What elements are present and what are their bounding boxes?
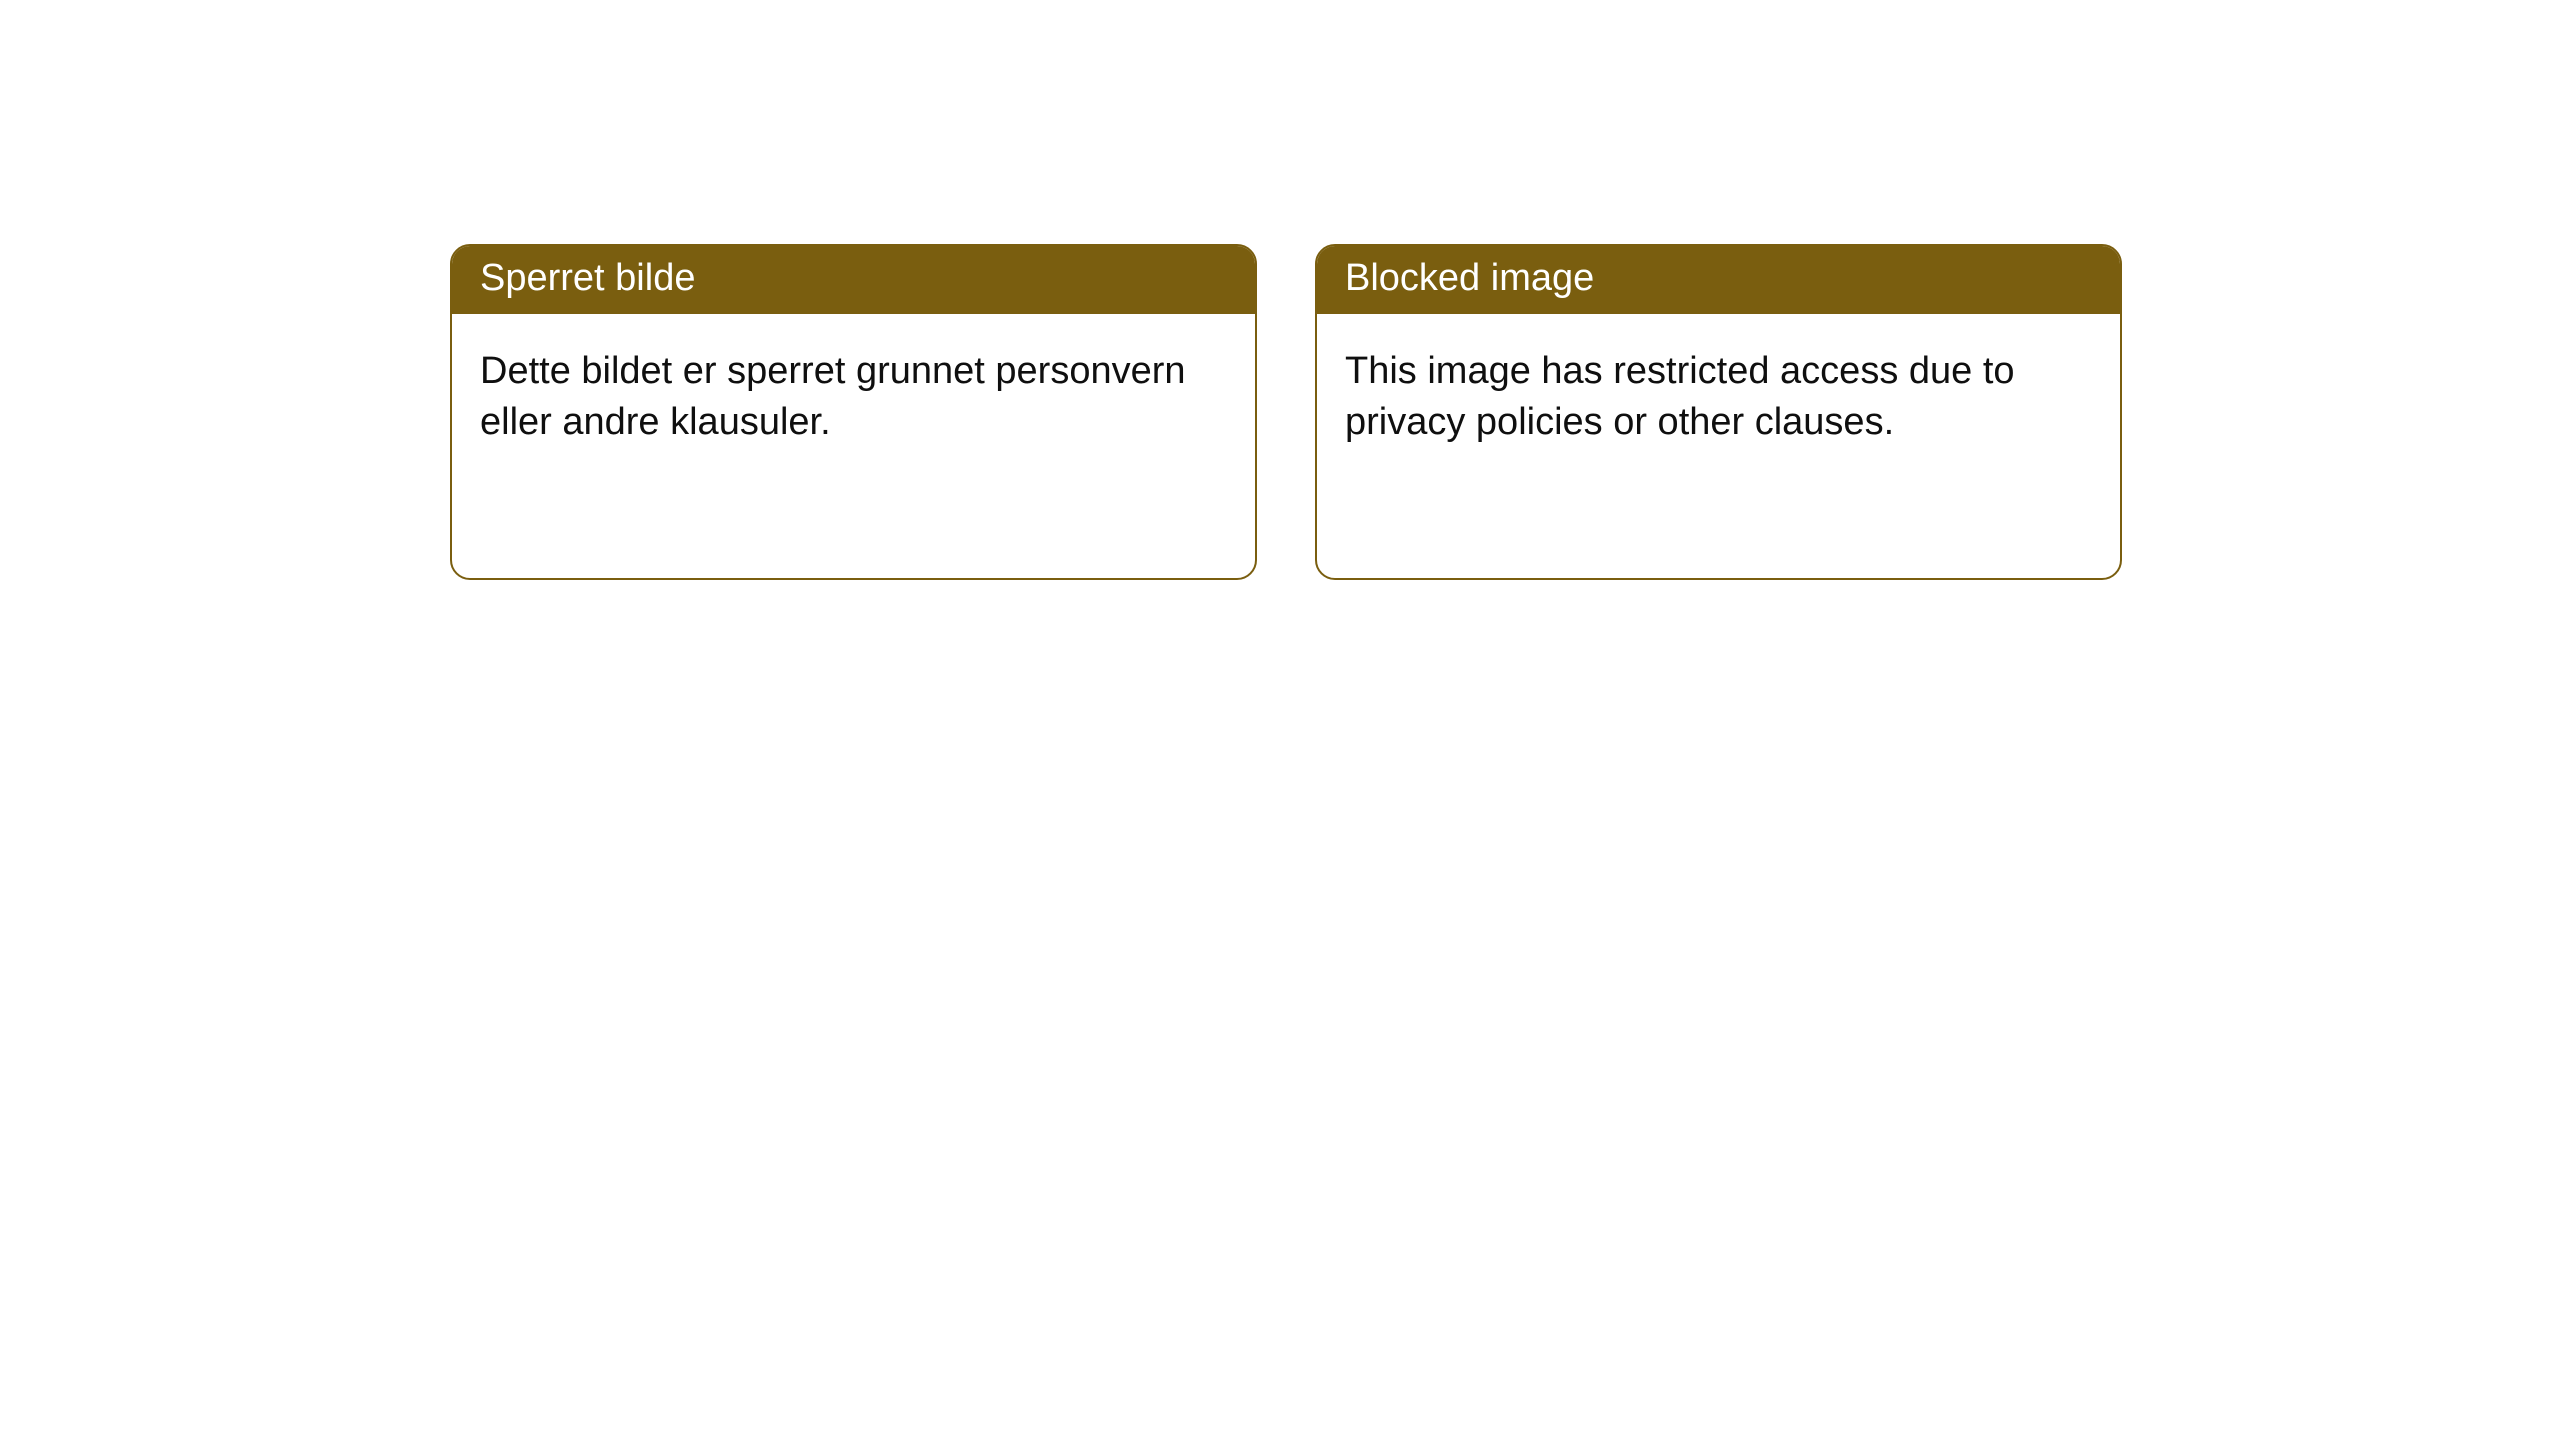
notice-container: Sperret bilde Dette bildet er sperret gr…	[0, 0, 2560, 580]
notice-header: Blocked image	[1317, 246, 2120, 314]
notice-card-english: Blocked image This image has restricted …	[1315, 244, 2122, 580]
notice-header: Sperret bilde	[452, 246, 1255, 314]
notice-body: Dette bildet er sperret grunnet personve…	[452, 314, 1255, 481]
notice-card-norwegian: Sperret bilde Dette bildet er sperret gr…	[450, 244, 1257, 580]
notice-body: This image has restricted access due to …	[1317, 314, 2120, 481]
